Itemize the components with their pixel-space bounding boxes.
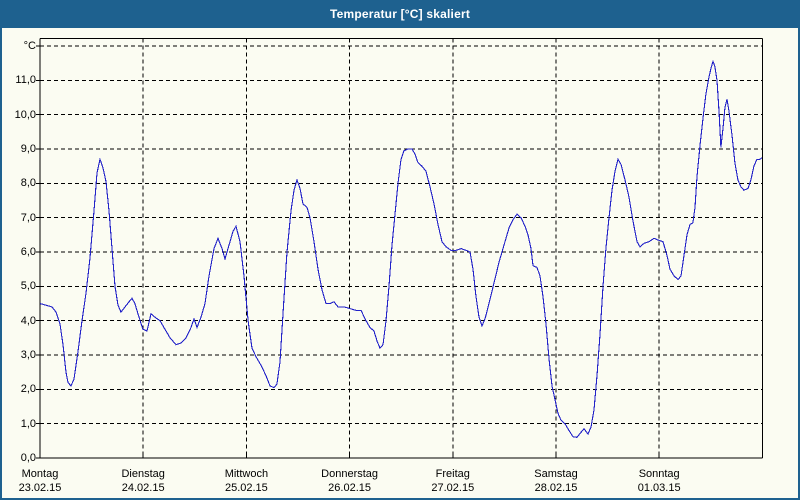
day-name-label: Donnerstag (321, 468, 379, 480)
temperature-line (39, 59, 763, 438)
day-date-label: 28.02.15 (534, 482, 578, 494)
day-name-label: Freitag (435, 468, 470, 480)
day-name-label: Montag (21, 468, 59, 480)
chart-area: °C 11,0 10,0 9,0 8,0 7,0 6,0 5,0 4,0 3,0 2,0 1,0 0,0… (2, 28, 798, 498)
y-tick-label: 5,0 (20, 280, 36, 293)
y-tick-label: 1,0 (20, 417, 36, 430)
day-date-label: 26.02.15 (328, 482, 371, 494)
y-tick-label: 10,0 (14, 108, 36, 121)
y-tick-label: 0,0 (20, 452, 36, 464)
day-name-label: Dienstag (121, 468, 165, 480)
y-axis-unit-label: °C (23, 40, 36, 52)
day-date-label: 27.02.15 (431, 482, 475, 494)
y-tick-label: 2,0 (20, 383, 36, 396)
window-title: Temperatur [°C] skaliert (329, 7, 471, 21)
day-name-label: Sonntag (638, 468, 680, 480)
temperature-chart (36, 38, 763, 459)
y-tick-label: 4,0 (20, 314, 36, 327)
y-tick-label: 7,0 (20, 211, 36, 224)
day-date-label: 01.03.15 (637, 482, 681, 494)
title-bar: Temperatur [°C] skaliert (0, 0, 800, 28)
day-date-label: 24.02.15 (121, 482, 165, 494)
y-tick-label: 8,0 (20, 177, 36, 190)
y-tick-label: 6,0 (20, 246, 36, 258)
y-tick-label: 9,0 (20, 143, 36, 155)
day-name-label: Samstag (534, 468, 578, 480)
day-date-label: 23.02.15 (18, 482, 62, 494)
y-tick-label: 3,0 (20, 349, 36, 361)
day-date-label: 25.02.15 (224, 482, 268, 494)
y-tick-label: 11,0 (15, 74, 36, 87)
day-name-label: Mittwoch (224, 468, 269, 480)
